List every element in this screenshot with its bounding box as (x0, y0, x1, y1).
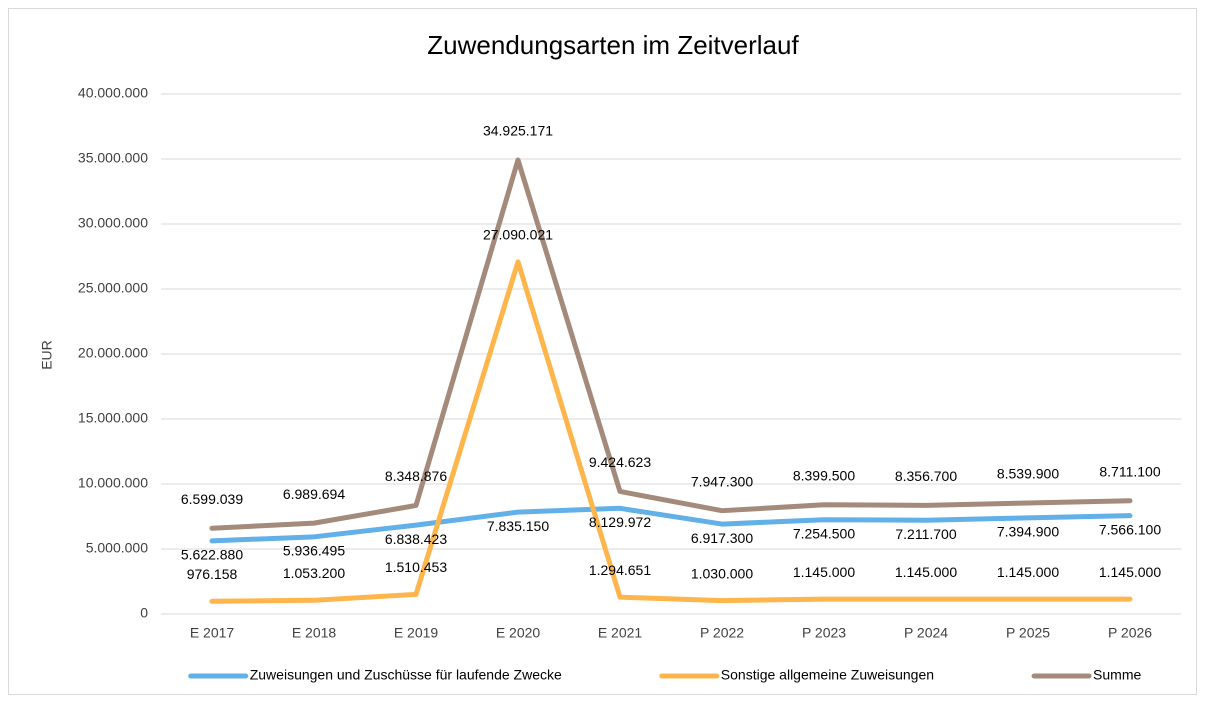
data-label: 6.599.039 (181, 491, 243, 507)
y-tick-label: 35.000.000 (78, 150, 148, 166)
data-label: 8.711.100 (1099, 463, 1160, 479)
x-tick-label: P 2025 (1006, 625, 1050, 641)
data-label: 7.254.500 (793, 525, 855, 541)
series-line (209, 505, 1133, 544)
y-tick-label: 5.000.000 (86, 540, 148, 556)
x-tick-label: P 2024 (904, 625, 948, 641)
data-label: 7.947.300 (691, 473, 753, 489)
data-label: 8.129.972 (589, 514, 651, 530)
data-label: 6.917.300 (691, 530, 753, 546)
data-label: 6.989.694 (283, 486, 345, 502)
y-tick-label: 30.000.000 (78, 215, 148, 231)
y-tick-label: 10.000.000 (78, 475, 148, 491)
series-line (209, 259, 1133, 604)
data-label: 9.424.623 (589, 454, 651, 470)
data-label: 976.158 (187, 566, 238, 582)
x-tick-label: E 2021 (598, 625, 643, 641)
y-tick-label: 40.000.000 (78, 85, 148, 101)
x-tick-label: E 2019 (394, 625, 439, 641)
data-label: 8.348.876 (385, 468, 447, 484)
legend-label: Zuweisungen und Zuschüsse für laufende Z… (250, 667, 562, 683)
legend-label: Sonstige allgemeine Zuweisungen (721, 667, 934, 683)
data-label: 8.539.900 (997, 466, 1059, 482)
data-label: 7.566.100 (1099, 521, 1161, 537)
data-label: 7.835.150 (487, 518, 549, 534)
x-tick-label: P 2023 (802, 625, 846, 641)
series-line (209, 157, 1133, 531)
data-label: 1.510.453 (385, 559, 447, 575)
data-label: 6.838.423 (385, 531, 447, 547)
y-tick-label: 25.000.000 (78, 280, 148, 296)
chart-border (8, 8, 1197, 695)
y-tick-label: 20.000.000 (78, 345, 148, 361)
data-label: 8.356.700 (895, 468, 957, 484)
data-label: 1.294.651 (589, 562, 651, 578)
x-tick-label: P 2022 (700, 625, 744, 641)
data-label: 5.936.495 (283, 543, 345, 559)
legend-label: Summe (1093, 667, 1141, 683)
data-label: 5.622.880 (181, 547, 243, 563)
x-tick-label: E 2020 (496, 625, 541, 641)
data-label: 8.399.500 (793, 468, 855, 484)
y-tick-label: 15.000.000 (78, 410, 148, 426)
y-tick-label: 0 (140, 605, 148, 621)
x-tick-label: E 2018 (292, 625, 337, 641)
data-label: 1.053.200 (283, 565, 345, 581)
data-label: 7.211.700 (895, 526, 956, 542)
chart-title: Zuwendungsarten im Zeitverlauf (427, 30, 799, 60)
data-label: 1.145.000 (1099, 564, 1161, 580)
data-label: 7.394.900 (997, 524, 1059, 540)
data-label: 1.145.000 (997, 564, 1059, 580)
data-label: 1.145.000 (793, 564, 855, 580)
x-tick-label: E 2017 (190, 625, 235, 641)
data-label: 34.925.171 (483, 123, 553, 139)
data-label: 1.030.000 (691, 565, 753, 581)
data-label: 1.145.000 (895, 564, 957, 580)
data-label: 27.090.021 (483, 227, 553, 243)
x-tick-label: P 2026 (1108, 625, 1152, 641)
y-axis-label: EUR (39, 340, 55, 370)
